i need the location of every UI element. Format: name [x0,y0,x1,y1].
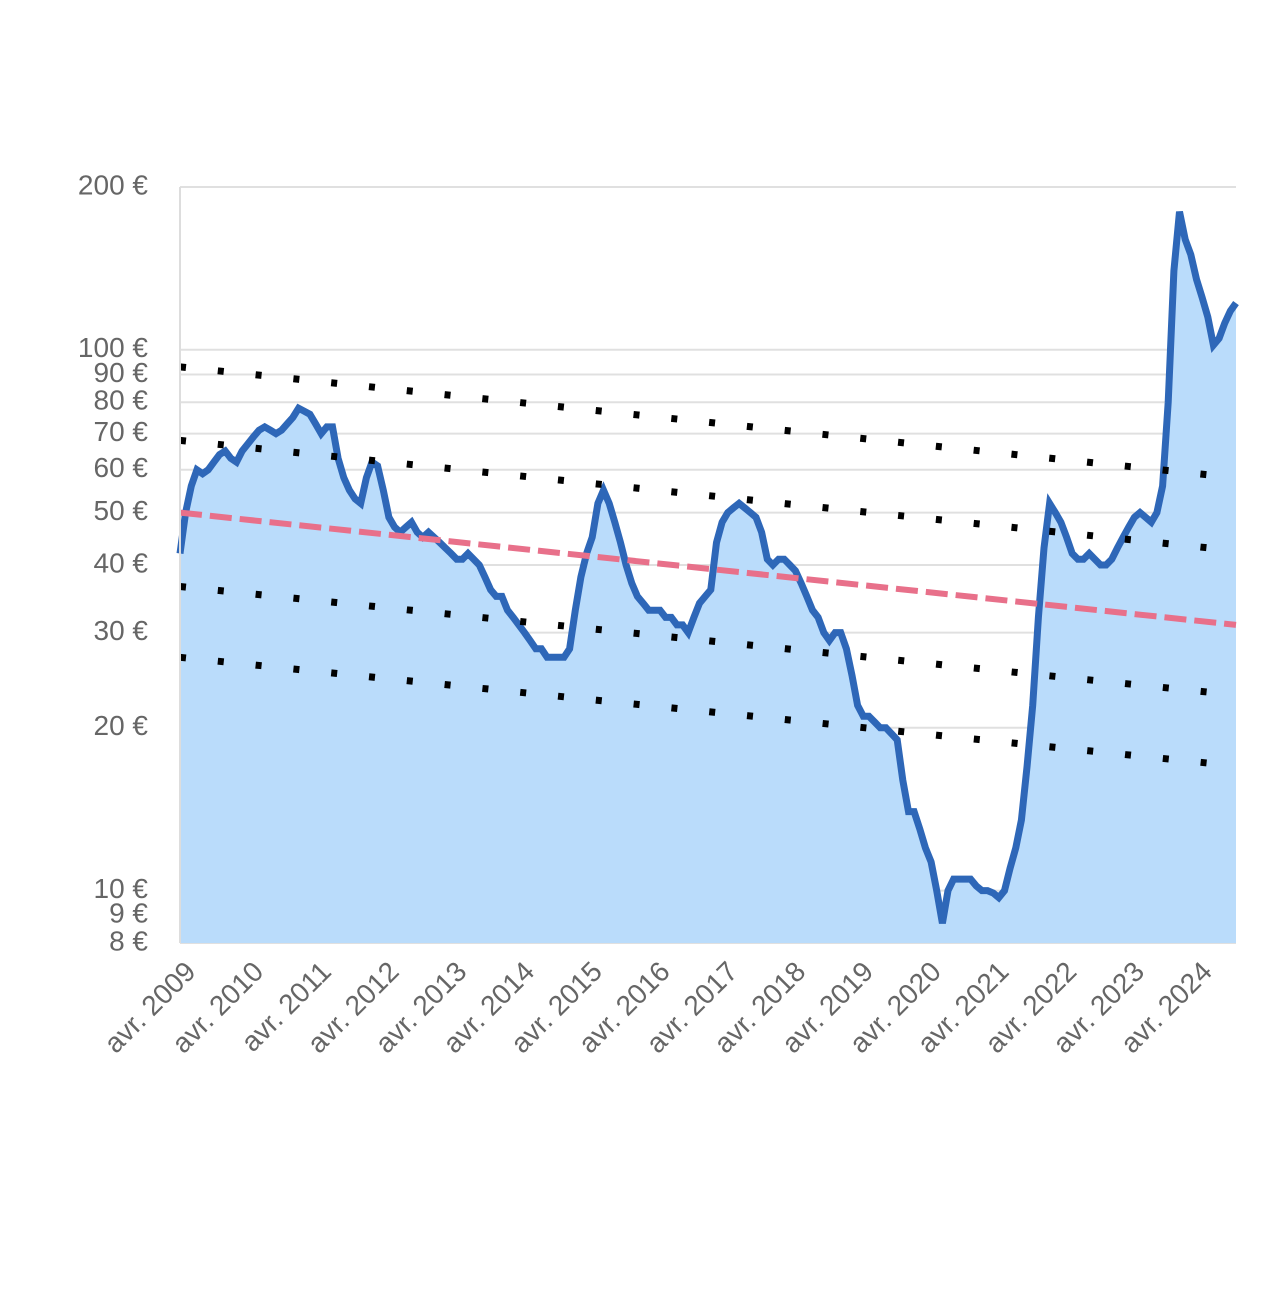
y-tick-label: 50 € [94,495,149,526]
y-tick-label: 9 € [109,898,148,929]
area [180,211,1236,943]
y-tick-label: 20 € [94,710,149,741]
plot [176,210,1239,943]
y-tick-label: 40 € [94,547,149,578]
y-tick-label: 90 € [94,357,149,388]
y-tick-label: 100 € [78,332,148,363]
y-tick-label: 30 € [94,615,149,646]
y-tick-label: 60 € [94,452,149,483]
y-tick-label: 80 € [94,385,149,416]
line [176,210,1239,924]
y-tick-label: 200 € [78,169,148,200]
trend-line [179,509,1237,628]
y-tick-label: 10 € [94,873,149,904]
y-tick-label: 8 € [109,925,148,956]
y-tick-label: 70 € [94,416,149,447]
